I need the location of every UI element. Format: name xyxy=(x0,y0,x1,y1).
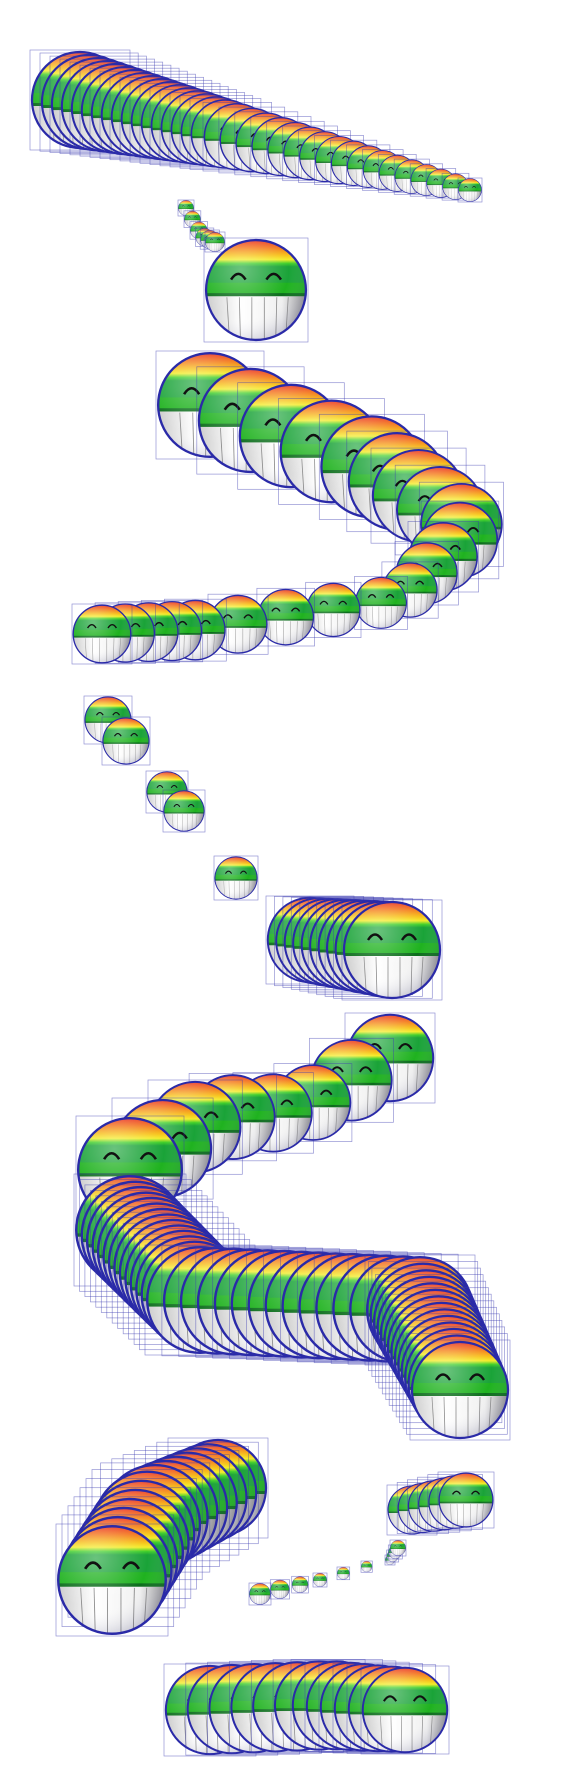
smiley-trail-12 xyxy=(56,1438,268,1642)
smiley-trail-11 xyxy=(387,1472,494,1538)
bounding-frame xyxy=(213,855,259,901)
bounding-frame xyxy=(248,1582,272,1606)
bounding-frame xyxy=(204,231,226,253)
grinning-rainbow-smiley-icon xyxy=(410,1340,510,1445)
bounding-frame xyxy=(457,177,483,203)
grinning-rainbow-smiley-icon xyxy=(205,232,225,253)
grinning-rainbow-smiley-icon xyxy=(337,1567,350,1580)
smiley-trail-7 xyxy=(214,856,258,902)
smiley-trail-1 xyxy=(30,50,483,203)
grinning-rainbow-smiley-icon xyxy=(102,717,150,767)
smiley-trail-10 xyxy=(74,1174,510,1445)
bounding-frame xyxy=(389,1539,407,1557)
grinning-rainbow-smiley-icon xyxy=(306,582,361,640)
bounding-frame xyxy=(437,1471,495,1529)
smiley-trail-9 xyxy=(76,1013,435,1229)
bounding-frame xyxy=(291,1575,309,1594)
smiley-trail-4 xyxy=(72,351,504,667)
grinning-rainbow-smiley-icon xyxy=(355,576,408,632)
bounding-frame xyxy=(360,1665,450,1755)
bounding-frame xyxy=(341,899,443,1001)
grinning-rainbow-smiley-icon xyxy=(214,856,258,902)
smiley-trail-5 xyxy=(84,696,150,767)
grinning-rainbow-smiley-icon xyxy=(204,238,308,347)
bounding-frame xyxy=(269,1579,290,1600)
grinning-rainbow-smiley-icon xyxy=(249,1583,271,1606)
grinning-rainbow-smiley-icon xyxy=(163,790,205,834)
grinning-rainbow-smiley-icon xyxy=(361,1561,372,1573)
smiley-trail-14 xyxy=(164,1660,449,1761)
smiley-trail-8 xyxy=(266,896,442,1005)
grinning-rainbow-smiley-icon xyxy=(56,1524,168,1642)
grinning-rainbow-smiley-icon xyxy=(292,1576,309,1594)
smiley-trail-3 xyxy=(204,238,308,347)
smiley-trail-13 xyxy=(248,1539,407,1606)
grinning-rainbow-smiley-icon xyxy=(270,1580,289,1600)
bounding-frame xyxy=(203,237,309,343)
smiley-trail-6 xyxy=(146,771,205,834)
bounding-frame xyxy=(360,1560,373,1573)
bounding-frame xyxy=(101,716,151,766)
bounding-frame xyxy=(409,1339,511,1441)
grinning-rainbow-smiley-icon xyxy=(313,1573,327,1588)
bounding-frame xyxy=(55,1523,169,1637)
smiley-trail-2 xyxy=(177,199,226,253)
grinning-rainbow-smiley-icon xyxy=(458,178,482,203)
bounding-frame xyxy=(336,1566,351,1581)
bounding-frame xyxy=(71,603,133,665)
bounding-frame xyxy=(312,1572,328,1588)
bounding-frame xyxy=(162,789,206,833)
